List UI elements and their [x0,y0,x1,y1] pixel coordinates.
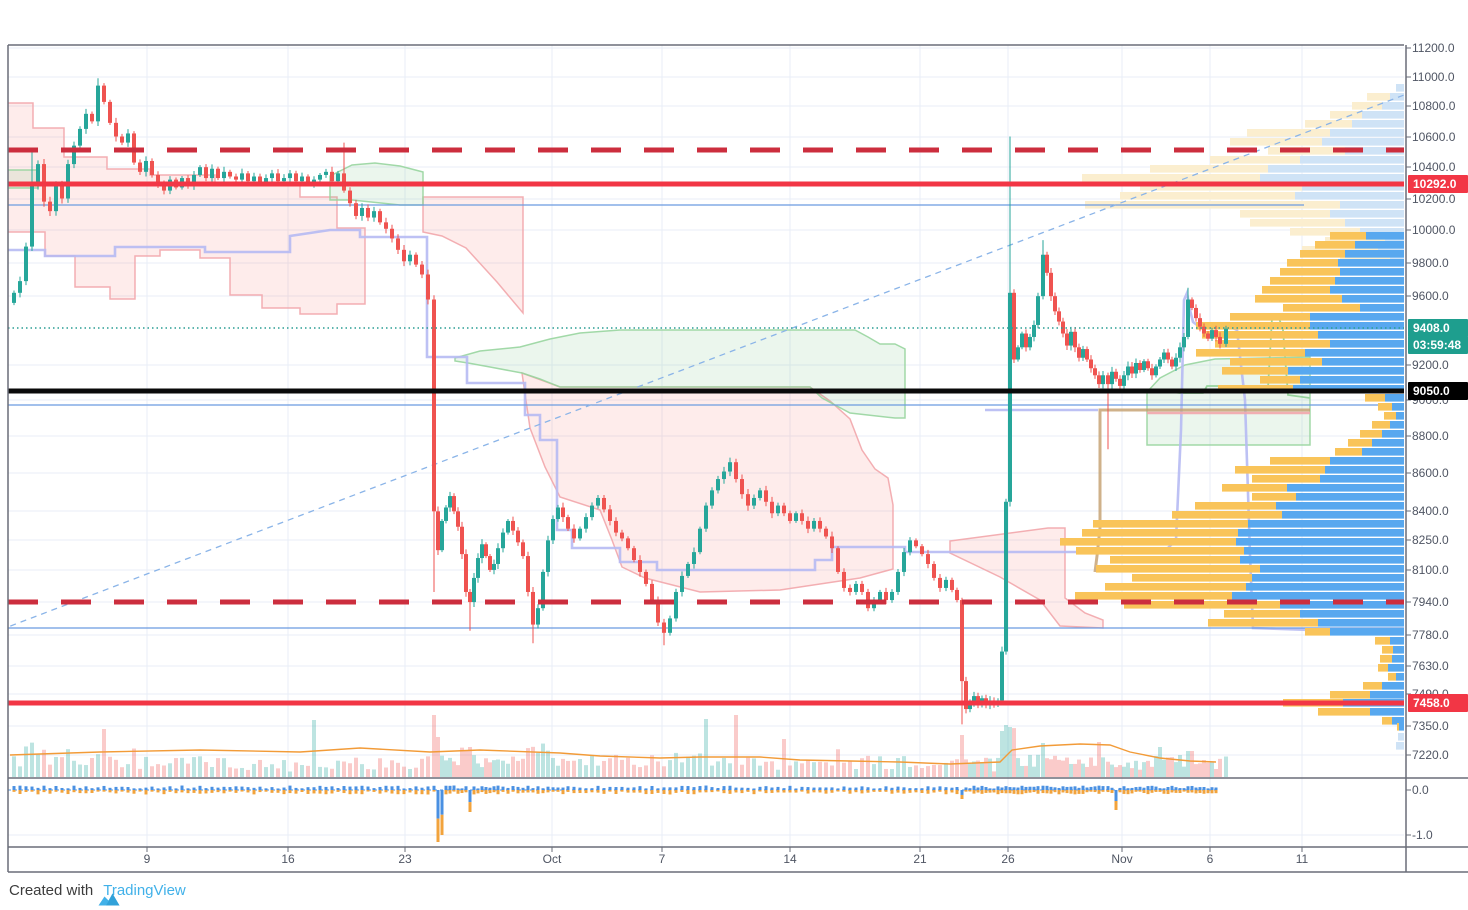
pane-frame [7,44,1468,873]
volume-profile-vivid [1060,232,1404,731]
lower-indicator-pane [8,785,1218,842]
candles-layer [12,78,1228,725]
drawn-levels-layer [8,94,1404,629]
volume-pane [9,715,1228,777]
created-with-text: Created with [9,882,94,899]
tradingview-brand-link[interactable]: TradingView [103,882,186,899]
key-levels-layer [8,147,1404,706]
attribution: Created with TradingView [9,882,186,905]
gridlines-layer [8,45,1404,847]
